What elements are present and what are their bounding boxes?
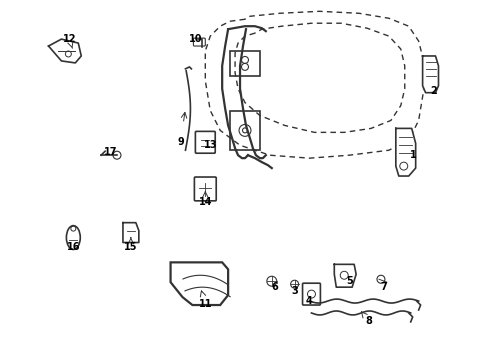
- Text: 12: 12: [62, 34, 76, 44]
- Text: 3: 3: [291, 286, 297, 296]
- Text: 2: 2: [429, 86, 436, 96]
- Text: 14: 14: [198, 197, 212, 207]
- Text: 10: 10: [188, 34, 202, 44]
- Text: 17: 17: [104, 147, 118, 157]
- Text: 8: 8: [365, 316, 372, 326]
- Text: 1: 1: [409, 150, 416, 160]
- Polygon shape: [334, 264, 355, 287]
- Text: 4: 4: [305, 296, 312, 306]
- Polygon shape: [395, 129, 415, 176]
- Text: 7: 7: [380, 282, 386, 292]
- Text: 15: 15: [124, 243, 137, 252]
- Text: 11: 11: [198, 299, 212, 309]
- Polygon shape: [422, 56, 438, 93]
- Text: 9: 9: [177, 137, 183, 147]
- Text: 13: 13: [203, 140, 217, 150]
- Polygon shape: [122, 223, 139, 243]
- Polygon shape: [48, 39, 81, 63]
- Text: 6: 6: [271, 282, 278, 292]
- Text: 16: 16: [66, 243, 80, 252]
- Text: 5: 5: [345, 276, 352, 286]
